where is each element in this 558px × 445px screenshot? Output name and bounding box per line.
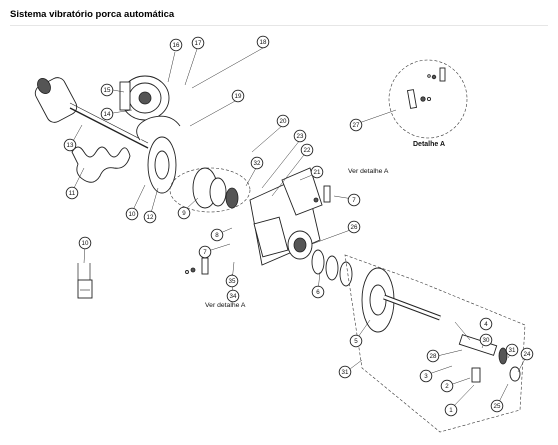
svg-text:10: 10 xyxy=(129,211,136,218)
see-detail-a-left: Ver detalhe A xyxy=(205,302,246,309)
svg-text:31: 31 xyxy=(509,347,516,354)
callout-24: 23 xyxy=(293,129,307,143)
svg-text:18: 18 xyxy=(260,39,267,46)
callout-18: 17 xyxy=(191,36,205,50)
callout-13: 12 xyxy=(143,210,157,224)
svg-text:24: 24 xyxy=(524,351,531,358)
main-housing xyxy=(249,167,323,266)
callout-31: 31 xyxy=(505,343,519,357)
callouts: 16 17 18 15 14 19 13 11 10 12 9 20 23 22… xyxy=(63,35,534,417)
callout-16: 15 xyxy=(100,83,114,97)
callout-7-left: 7 xyxy=(198,245,212,259)
svg-text:8: 8 xyxy=(215,232,219,239)
callout-27: 26 xyxy=(347,220,361,234)
svg-text:3: 3 xyxy=(424,373,428,380)
tool-nose xyxy=(458,334,521,383)
svg-text:10: 10 xyxy=(82,240,89,247)
callout-19: 18 xyxy=(256,35,270,49)
callout-22: 21 xyxy=(310,165,324,179)
callout-32: 31 xyxy=(338,365,352,379)
callout-21: 20 xyxy=(276,114,290,128)
see-detail-a-top: Ver detalhe A xyxy=(348,168,389,175)
callout-20: 19 xyxy=(231,89,245,103)
svg-text:2: 2 xyxy=(445,383,449,390)
svg-text:30: 30 xyxy=(483,337,490,344)
vibration-disc xyxy=(136,115,181,194)
svg-text:26: 26 xyxy=(351,224,358,231)
callout-34: 34 xyxy=(226,289,240,303)
svg-text:17: 17 xyxy=(195,40,202,47)
svg-text:32: 32 xyxy=(254,160,261,167)
svg-text:28: 28 xyxy=(430,353,437,360)
svg-text:31: 31 xyxy=(342,369,349,376)
callout-9: 9 xyxy=(177,206,191,220)
callout-7-top: 7 xyxy=(347,193,361,207)
svg-text:11: 11 xyxy=(69,190,76,197)
svg-text:22: 22 xyxy=(304,147,311,154)
output-shaft xyxy=(361,267,441,333)
svg-text:5: 5 xyxy=(354,338,358,345)
svg-text:7: 7 xyxy=(203,249,207,256)
svg-text:12: 12 xyxy=(147,214,154,221)
flange-group xyxy=(169,167,251,213)
callout-1: 1 xyxy=(444,403,458,417)
svg-text:1: 1 xyxy=(449,407,453,414)
callout-33: 32 xyxy=(250,156,264,170)
callout-17: 16 xyxy=(169,38,183,52)
callout-28: 27 xyxy=(349,118,363,132)
svg-text:15: 15 xyxy=(104,87,111,94)
coil-spring xyxy=(71,146,131,183)
callout-35: 35 xyxy=(225,274,239,288)
callout-11: 10 xyxy=(78,236,92,250)
callout-26: 25 xyxy=(490,399,504,413)
svg-text:13: 13 xyxy=(67,142,74,149)
callout-2: 2 xyxy=(440,379,454,393)
callout-29: 28 xyxy=(426,349,440,363)
svg-text:6: 6 xyxy=(316,289,320,296)
tool-assembly-outline xyxy=(344,254,526,433)
svg-text:7: 7 xyxy=(352,197,356,204)
callout-8: 8 xyxy=(210,228,224,242)
callout-6: 6 xyxy=(311,285,325,299)
svg-text:20: 20 xyxy=(280,118,287,125)
callout-15: 14 xyxy=(100,107,114,121)
callout-25: 24 xyxy=(520,347,534,361)
svg-text:19: 19 xyxy=(235,93,242,100)
svg-text:25: 25 xyxy=(494,403,501,410)
callout-5: 5 xyxy=(349,334,363,348)
callout-3: 3 xyxy=(419,369,433,383)
part-11-symbol xyxy=(77,263,93,299)
svg-text:35: 35 xyxy=(229,278,236,285)
svg-text:23: 23 xyxy=(297,133,304,140)
callout-14: 13 xyxy=(63,138,77,152)
handle-assembly xyxy=(34,77,149,149)
detail-a-view: Detalhe A xyxy=(388,59,468,148)
svg-text:9: 9 xyxy=(182,210,186,217)
detail-ref-left: Ver detalhe A xyxy=(185,257,246,309)
svg-text:21: 21 xyxy=(314,169,321,176)
svg-text:4: 4 xyxy=(484,321,488,328)
svg-text:16: 16 xyxy=(173,42,180,49)
svg-text:27: 27 xyxy=(353,122,360,129)
page-title: Sistema vibratório porca automática xyxy=(10,9,175,20)
callout-23: 22 xyxy=(300,143,314,157)
svg-text:34: 34 xyxy=(230,293,237,300)
title-divider xyxy=(10,25,548,26)
detail-ref-top: Ver detalhe A xyxy=(313,168,389,203)
callout-12: 11 xyxy=(65,186,79,200)
vibrator-motor xyxy=(119,75,170,121)
svg-text:14: 14 xyxy=(104,111,111,118)
callout-4: 4 xyxy=(479,317,493,331)
callout-10: 10 xyxy=(125,207,139,221)
detail-a-label: Detalhe A xyxy=(413,141,445,148)
callout-30: 30 xyxy=(479,333,493,347)
